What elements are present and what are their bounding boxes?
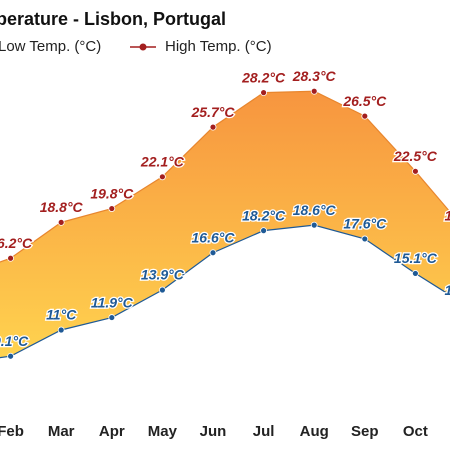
- x-tick-label: May: [148, 423, 178, 440]
- point: [57, 326, 65, 334]
- point: [411, 270, 419, 277]
- x-tick-label: Aug: [300, 423, 329, 440]
- value-label: 17.6°C: [343, 216, 387, 232]
- point: [108, 205, 116, 212]
- x-tick-label: Jun: [200, 423, 227, 440]
- x-tick-label: Sep: [351, 423, 379, 440]
- value-label: 22.1°C: [140, 154, 185, 170]
- point: [158, 173, 166, 181]
- point: [7, 254, 15, 262]
- legend-label: Low Temp. (°C): [0, 38, 101, 55]
- point: [209, 249, 217, 257]
- value-label: 28.2°C: [241, 69, 286, 85]
- point: [7, 352, 15, 360]
- range-area: [0, 91, 450, 358]
- legend-label: High Temp. (°C): [165, 38, 272, 55]
- chart-title: perature - Lisbon, Portugal: [0, 9, 226, 29]
- x-tick-label: Feb: [0, 423, 24, 440]
- x-tick-label: Apr: [99, 423, 125, 440]
- value-label: 18.2°C: [445, 207, 450, 223]
- point: [209, 123, 217, 131]
- value-label: 13.9°C: [141, 267, 185, 283]
- point: [361, 112, 369, 120]
- point: [108, 314, 116, 321]
- point: [57, 218, 65, 226]
- value-label: 11°C: [46, 307, 77, 323]
- value-label: 25.7°C: [191, 104, 236, 120]
- value-label: 18.6°C: [293, 202, 337, 218]
- value-label: 16.2°C: [0, 235, 33, 251]
- value-label: 18.8°C: [40, 199, 84, 215]
- value-label: 16.6°C: [192, 229, 236, 245]
- value-label: 19.8°C: [90, 185, 134, 201]
- value-label: 9.1°C: [0, 333, 29, 349]
- point: [260, 227, 268, 235]
- value-label: 28.3°C: [292, 68, 337, 84]
- value-label: 11.9°C: [91, 294, 134, 310]
- value-label: 15.1°C: [394, 250, 438, 266]
- point: [310, 221, 318, 229]
- point: [361, 235, 369, 243]
- point: [310, 87, 318, 95]
- value-label: 18.2°C: [242, 207, 286, 223]
- value-label: 22.5°C: [393, 148, 438, 164]
- point: [158, 286, 166, 294]
- value-label: 26.5°C: [342, 93, 387, 109]
- point: [260, 89, 268, 97]
- x-tick-label: Jul: [253, 423, 275, 440]
- x-tick-label: Mar: [48, 423, 75, 440]
- legend: Low Temp. (°C) High Temp. (°C): [0, 38, 272, 55]
- point: [411, 167, 419, 175]
- value-label: 12.8°C: [445, 282, 450, 298]
- x-tick-label: Oct: [403, 423, 428, 440]
- legend-marker: [139, 43, 147, 51]
